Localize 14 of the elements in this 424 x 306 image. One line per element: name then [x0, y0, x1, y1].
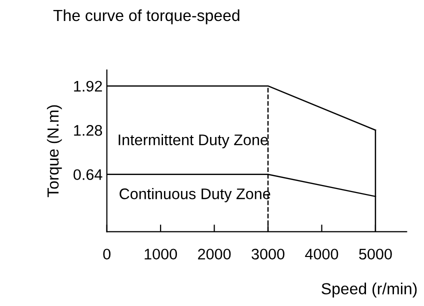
chart-title: The curve of torque-speed [53, 9, 240, 24]
y-axis-title: Torque (N.m) [46, 105, 62, 198]
x-tick-label: 2000 [198, 248, 231, 260]
x-axis-title: Speed (r/min) [322, 282, 417, 298]
annotation: Continuous Duty Zone [120, 188, 270, 202]
y-tick-label: 1.92 [74, 80, 102, 92]
x-tick-label: 4000 [305, 248, 338, 260]
x-tick-label: 1000 [144, 248, 177, 260]
annotation: Intermittent Duty Zone [118, 134, 268, 148]
x-tick-label: 5000 [359, 248, 392, 260]
y-tick-label: 1.28 [74, 125, 102, 136]
x-tick-label: 3000 [252, 248, 284, 260]
y-tick-label: 0.64 [74, 169, 102, 180]
x-tick-label: 0 [103, 248, 110, 260]
